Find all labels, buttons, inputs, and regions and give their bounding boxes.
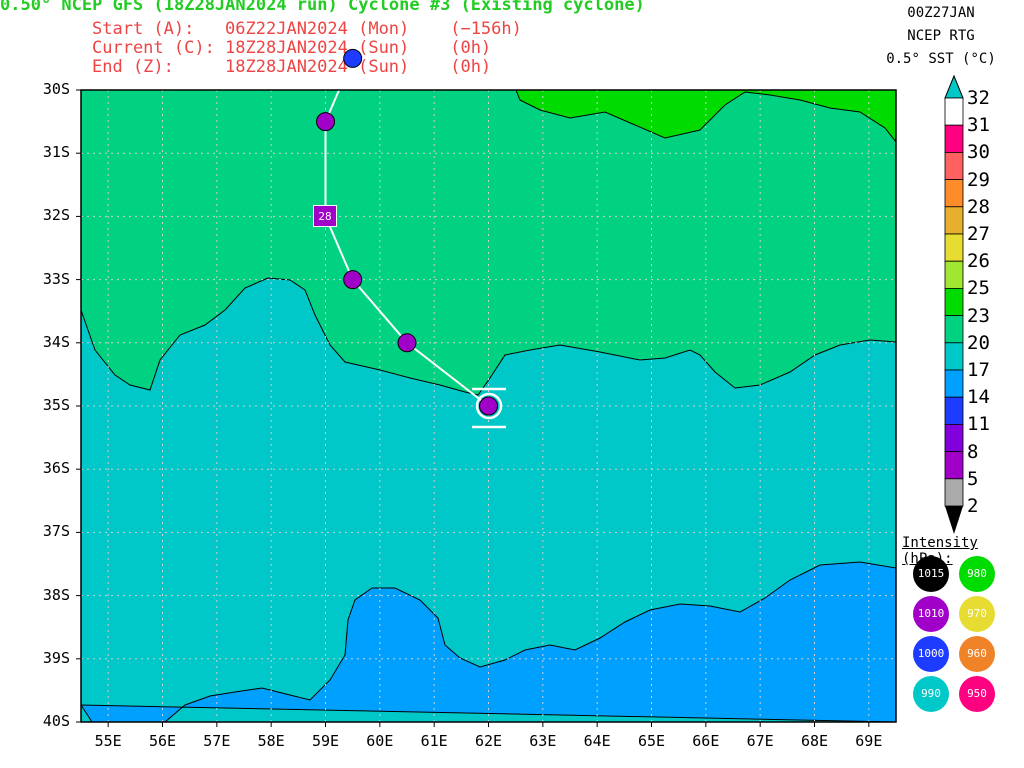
lat-tick-label: 40S <box>42 712 70 730</box>
lon-tick-label: 62E <box>474 732 503 750</box>
lon-tick-label: 60E <box>366 732 394 750</box>
lon-tick-label: 65E <box>637 732 666 750</box>
lon-tick-label: 56E <box>148 732 177 750</box>
intensity-legend-item: 970 <box>959 596 995 632</box>
colorbar-top-arrow <box>944 74 964 99</box>
intensity-legend-item: 990 <box>913 676 949 712</box>
intensity-legend-item: 960 <box>959 636 995 672</box>
end-time-line: End (Z): 18Z28JAN2024 (Sun) (0h) <box>92 57 492 77</box>
colorbar-segment <box>944 423 964 452</box>
colorbar-segment <box>944 342 964 371</box>
colorbar-segment <box>944 369 964 398</box>
lon-tick-label: 57E <box>203 732 231 750</box>
lon-tick-label: 59E <box>311 732 340 750</box>
colorbar-segment <box>944 315 964 344</box>
colorbar-segment <box>944 396 964 425</box>
lon-tick-label: 61E <box>420 732 448 750</box>
lat-tick-label: 32S <box>42 206 70 225</box>
colorbar-segment <box>944 478 964 507</box>
lon-tick-label: 63E <box>529 732 557 750</box>
lon-tick-label: 68E <box>800 732 829 750</box>
cyclone-track <box>324 58 490 407</box>
colorbar-segment <box>944 260 964 289</box>
lat-tick-label: 38S <box>42 585 70 604</box>
colorbar-label: 14 <box>967 386 990 409</box>
lat-gridlines <box>81 90 896 722</box>
colorbar-label: 17 <box>967 359 990 381</box>
map-title: 0.50° NCEP GFS (18Z28JAN2024 run) Cyclon… <box>0 0 645 15</box>
lat-tick-label: 39S <box>42 648 70 667</box>
date-marker: 28 <box>313 205 337 227</box>
colorbar-label: 11 <box>967 413 990 436</box>
colorbar-segment <box>944 233 964 262</box>
colorbar-label: 31 <box>967 114 990 137</box>
colorbar-label: 28 <box>967 195 990 218</box>
colorbar-segment <box>944 151 964 180</box>
sst-zone-17-20 <box>81 561 896 722</box>
track-point <box>343 270 363 290</box>
intensity-legend-item: 1015 <box>913 556 949 592</box>
intensity-legend-item: 980 <box>959 556 995 592</box>
colorbar-segment <box>944 287 964 316</box>
colorbar-label: 8 <box>967 440 979 463</box>
colorbar-label: 32 <box>967 87 990 109</box>
lat-tick-label: 36S <box>42 459 70 478</box>
lat-tick-label: 35S <box>42 396 70 414</box>
lat-tick-label: 31S <box>42 143 70 162</box>
lon-tick-label: 55E <box>94 732 122 750</box>
track-point <box>397 333 417 353</box>
track-point <box>343 48 363 68</box>
colorbar-label: 29 <box>967 168 990 191</box>
colorbar-label: 27 <box>967 223 990 245</box>
colorbar-bottom-arrow <box>945 506 963 534</box>
sst-date-label: 00Z27JAN <box>907 5 975 21</box>
lat-tick-label: 37S <box>42 522 70 541</box>
colorbar-segment <box>944 206 964 235</box>
lon-tick-label: 69E <box>855 732 883 750</box>
intensity-legend-item: 1010 <box>913 596 949 632</box>
lon-tick-label: 58E <box>257 732 285 750</box>
lat-tick-label: 33S <box>42 269 70 288</box>
lon-tick-label: 64E <box>583 732 611 750</box>
colorbar-label: 20 <box>967 331 990 354</box>
intensity-legend-item: 1000 <box>913 636 949 672</box>
colorbar-label: 26 <box>967 250 990 273</box>
lon-tick-label: 67E <box>746 732 774 750</box>
start-time-line: Start (A): 06Z22JAN2024 (Mon) (−156h) <box>92 19 522 39</box>
intensity-legend-item: 950 <box>959 676 995 712</box>
sst-field-label: 0.5° SST (°C) <box>886 51 996 67</box>
track-point <box>316 112 335 132</box>
sst-source-label: NCEP RTG <box>907 28 975 44</box>
cyclone-symbol-icon <box>472 387 506 429</box>
lat-tick-label: 34S <box>42 332 70 351</box>
colorbar-label: 2 <box>967 495 979 517</box>
lat-tick-label: 30S <box>42 80 70 98</box>
colorbar-label: 23 <box>967 304 990 327</box>
colorbar-segment <box>944 124 964 153</box>
track-point <box>479 396 498 416</box>
current-time-line: Current (C): 18Z28JAN2024 (Sun) (0h) <box>92 38 492 58</box>
colorbar-label: 25 <box>967 277 990 300</box>
colorbar-label: 5 <box>967 467 979 490</box>
track-points <box>316 48 498 416</box>
colorbar-label: 30 <box>967 141 990 164</box>
lon-tick-label: 66E <box>692 732 720 750</box>
colorbar-segment <box>944 179 964 208</box>
colorbar-segment <box>944 451 964 480</box>
colorbar-segment <box>944 97 964 126</box>
